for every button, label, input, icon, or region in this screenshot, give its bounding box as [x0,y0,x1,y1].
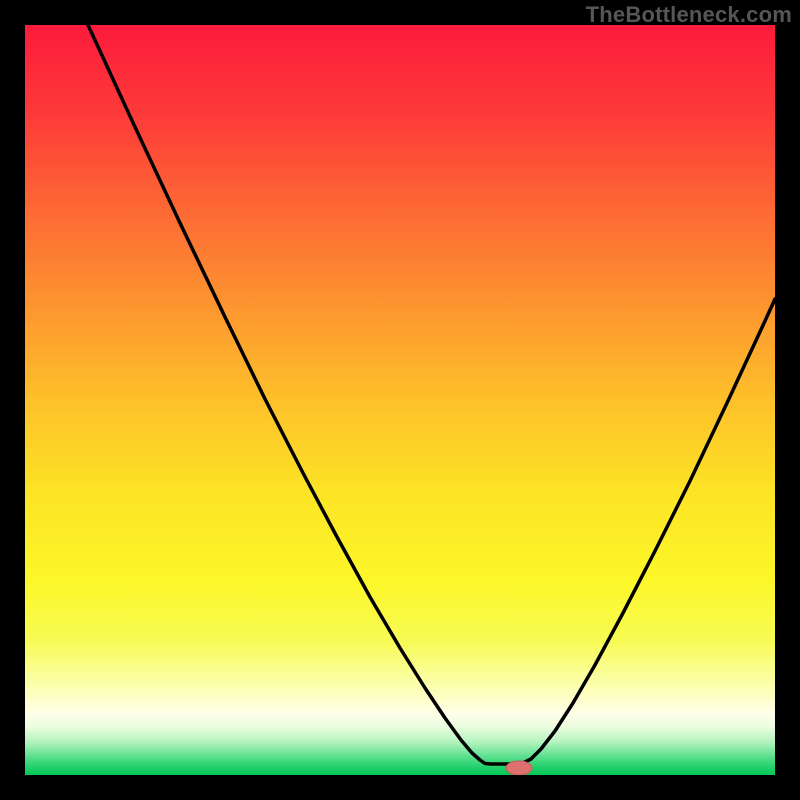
watermark-text: TheBottleneck.com [586,2,792,28]
chart-background [25,25,775,775]
outer-frame: TheBottleneck.com [0,0,800,800]
bottleneck-chart [25,25,775,775]
minimum-marker [506,761,532,775]
